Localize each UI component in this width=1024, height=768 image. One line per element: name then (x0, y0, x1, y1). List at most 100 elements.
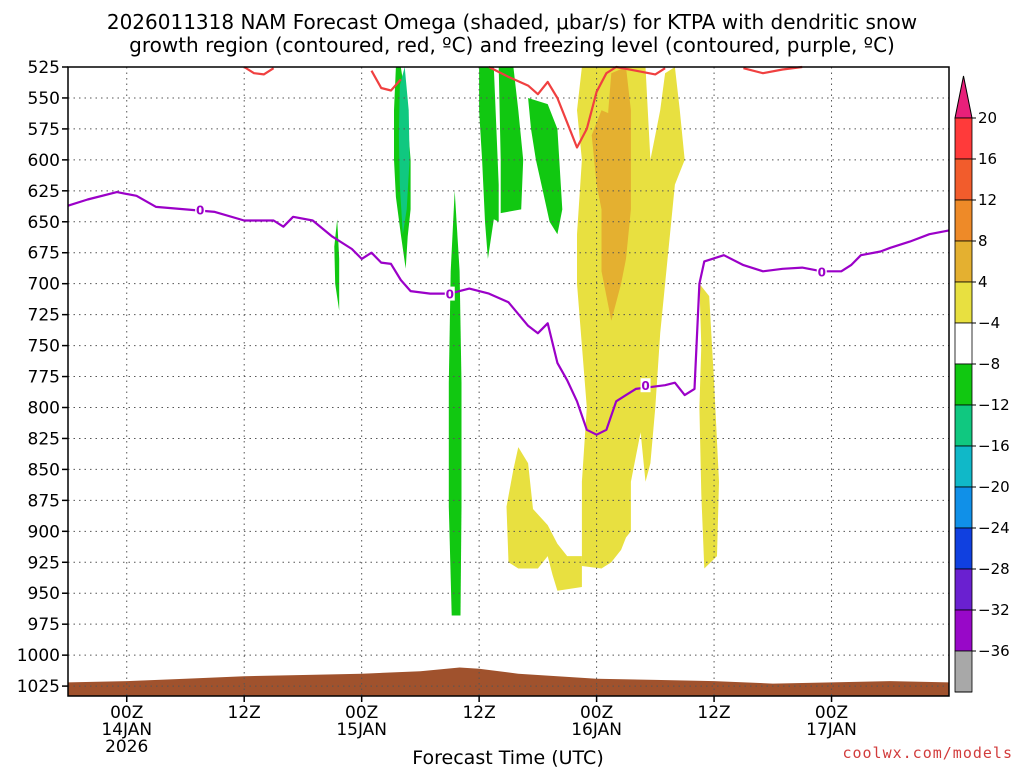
y-tick-label-600: 600 (28, 151, 60, 171)
y-tick-label-750: 750 (28, 337, 60, 357)
colorbar-swatch-11 (954, 568, 973, 611)
y-tick-label-575: 575 (28, 120, 60, 140)
y-tick-label-900: 900 (28, 522, 60, 542)
colorbar-swatch-12 (954, 609, 973, 652)
x-tick-label-24-0: 00Z (345, 703, 378, 723)
omega-region-11 (699, 283, 719, 569)
colorbar-label-3: 8 (978, 232, 988, 250)
colorbar-label-10: −24 (978, 519, 1010, 537)
x-tick-label-48-1: 16JAN (571, 720, 622, 740)
omega-region-1 (398, 67, 410, 235)
y-tick-label-700: 700 (28, 275, 60, 295)
y-tick-label-850: 850 (28, 460, 60, 480)
colorbar-top-arrow (954, 75, 973, 119)
y-tick-label-1000: 1000 (17, 646, 60, 666)
y-tick-label-525: 525 (28, 58, 60, 78)
chart-title-line1: 2026011318 NAM Forecast Omega (shaded, μ… (107, 10, 917, 34)
dgz-line-2 (488, 65, 666, 149)
colorbar-swatch-10 (954, 527, 973, 570)
freezing-level-line (67, 191, 950, 436)
x-tick-label-0-2: 2026 (105, 737, 148, 757)
omega-region-6 (528, 98, 563, 235)
terrain (68, 667, 949, 696)
omega-region-4 (479, 67, 499, 259)
colorbar-label-9: −20 (978, 478, 1010, 496)
colorbar-swatch-5 (954, 322, 973, 365)
y-tick-label-625: 625 (28, 182, 60, 202)
freezing-label-0: 0 (196, 203, 204, 217)
colorbar-label-12: −32 (978, 601, 1010, 619)
x-tick-label-72-1: 17JAN (806, 720, 857, 740)
omega-region-9 (601, 67, 631, 321)
colorbar-label-13: −36 (978, 642, 1010, 660)
y-tick-label-875: 875 (28, 491, 60, 511)
y-tick-label-925: 925 (28, 553, 60, 573)
dgz-line-1 (370, 70, 402, 92)
omega-shading (334, 67, 719, 616)
freezing-label-bg-0 (195, 202, 206, 217)
colorbar-swatch-3 (954, 240, 973, 283)
freezing-label-bg-3 (816, 264, 827, 279)
colorbar-swatch-4 (954, 281, 973, 324)
freezing-label-bg-2 (640, 378, 651, 393)
omega-region-3 (448, 190, 462, 616)
y-tick-label-775: 775 (28, 368, 60, 388)
colorbar-swatch-0 (954, 117, 973, 160)
x-tick-label-24-1: 15JAN (336, 720, 387, 740)
gridlines (68, 67, 949, 696)
y-tick-label-675: 675 (28, 244, 60, 264)
omega-region-2 (334, 219, 340, 311)
y-tick-label-550: 550 (28, 89, 60, 109)
plot-frame (67, 66, 950, 697)
y-tick-label-725: 725 (28, 306, 60, 326)
omega-region-10 (506, 447, 582, 591)
y-tick-label-800: 800 (28, 399, 60, 419)
chart-title-line2: growth region (contoured, red, ºC) and f… (129, 33, 895, 57)
y-tick-label-825: 825 (28, 429, 60, 449)
colorbar-label-7: −12 (978, 396, 1010, 414)
x-tick-label-36-0: 12Z (462, 703, 495, 723)
colorbar-swatch-7 (954, 404, 973, 447)
freezing-label-bg-1 (444, 286, 455, 301)
credit-text: coolwx.com/models (842, 744, 1013, 762)
y-tick-label-975: 975 (28, 615, 60, 635)
x-tick-label-0-0: 00Z (110, 703, 143, 723)
colorbar-swatch-9 (954, 486, 973, 529)
y-tick-label-1025: 1025 (17, 677, 60, 697)
colorbar-swatch-13 (954, 650, 973, 693)
y-axis: 525 550 575 600 625 650 675 700 725 750 775 800 825 8… (17, 58, 68, 697)
omega-region-5 (498, 67, 524, 214)
plot-area: 0 0 0 0 (67, 65, 950, 697)
colorbar-label-4: 4 (978, 273, 988, 291)
freezing-label-1: 0 (446, 288, 454, 302)
x-tick-label-48-0: 00Z (580, 703, 613, 723)
colorbar-label-11: −28 (978, 560, 1010, 578)
dgz-line-3 (743, 65, 803, 75)
colorbar-swatch-8 (954, 445, 973, 488)
x-tick-label-12-0: 12Z (228, 703, 261, 723)
x-axis-label: Forecast Time (UTC) (412, 747, 603, 768)
dgz-line-0 (243, 66, 275, 76)
colorbar-label-2: 12 (978, 191, 997, 209)
colorbar-swatch-1 (954, 158, 973, 201)
colorbar: 20 16 12 8 4 −4 −8 −12 −16 −20 −24 −28 −32 −36 (954, 75, 1010, 693)
y-tick-label-650: 650 (28, 213, 60, 233)
colorbar-swatch-6 (954, 363, 973, 406)
dgz-contours (243, 65, 803, 149)
colorbar-label-1: 16 (978, 150, 997, 168)
x-tick-label-60-0: 12Z (697, 703, 730, 723)
colorbar-swatch-2 (954, 199, 973, 242)
freezing-label-2: 0 (641, 379, 649, 393)
colorbar-label-6: −8 (978, 355, 1000, 373)
colorbar-label-8: −16 (978, 437, 1010, 455)
y-tick-label-950: 950 (28, 584, 60, 604)
freezing-level-contour: 0 0 0 0 (67, 191, 950, 436)
colorbar-label-0: 20 (978, 109, 997, 127)
freezing-label-3: 0 (818, 265, 826, 279)
colorbar-label-5: −4 (978, 314, 1000, 332)
x-tick-label-0-1: 14JAN (101, 720, 152, 740)
terrain-fill (68, 667, 949, 696)
x-tick-label-72-0: 00Z (815, 703, 848, 723)
